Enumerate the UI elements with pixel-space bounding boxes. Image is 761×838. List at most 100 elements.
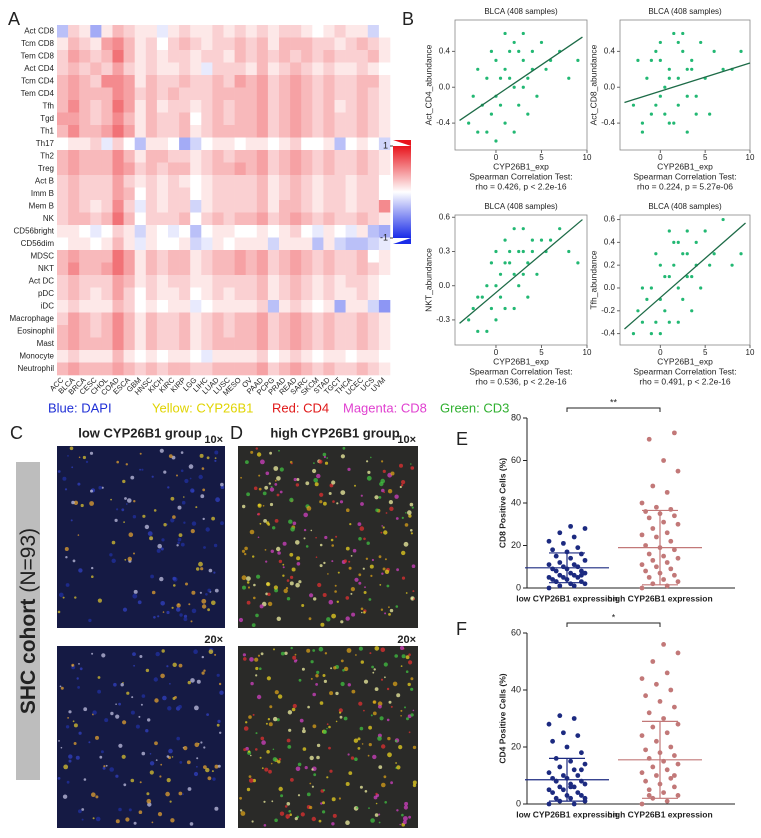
cell [277, 551, 281, 555]
magnification: 10× [204, 434, 223, 446]
point [703, 229, 707, 233]
cell [311, 768, 314, 771]
heat-cell [90, 175, 102, 188]
cell [286, 597, 291, 601]
cell [259, 756, 262, 759]
heat-cell [245, 325, 258, 338]
cell [302, 747, 307, 751]
cell [77, 482, 81, 486]
heat-cell [101, 75, 113, 88]
cell [133, 552, 135, 555]
heat-cell [378, 237, 391, 251]
heat-cell [223, 112, 235, 126]
cell [289, 581, 294, 586]
heat-cell [367, 87, 380, 101]
cell [290, 646, 293, 650]
cell [277, 694, 283, 699]
heat-cell [123, 187, 135, 201]
heat-cell [190, 212, 202, 226]
cell [179, 613, 183, 617]
heat-cell [223, 125, 235, 138]
dot [582, 761, 588, 767]
heat-cell [145, 300, 158, 313]
heat-cell [245, 237, 258, 251]
heat-cell [334, 350, 346, 363]
cell [350, 555, 353, 557]
dot [664, 583, 670, 589]
cell [157, 543, 162, 549]
heat-cell [245, 250, 258, 263]
cell [124, 558, 127, 561]
heat-cell [301, 100, 313, 113]
heat-cell [323, 237, 335, 251]
cell [295, 659, 298, 662]
cell [69, 446, 74, 451]
heat-cell [145, 25, 158, 38]
heat-cell [145, 125, 158, 138]
heat-cell [168, 300, 180, 313]
cell [154, 741, 158, 746]
cell [412, 745, 417, 750]
cell [374, 813, 379, 817]
heat-cell [79, 300, 91, 313]
dot [643, 509, 648, 514]
point [640, 320, 645, 324]
cell [399, 485, 402, 489]
cell [317, 582, 322, 588]
cell [305, 481, 310, 486]
cell [270, 549, 274, 553]
cell [313, 597, 317, 601]
heat-cell [312, 87, 324, 101]
heat-cell [156, 350, 169, 363]
stain-legend: Blue: DAPI [48, 400, 112, 415]
cell [405, 655, 410, 660]
cell [57, 777, 61, 780]
cell [63, 764, 69, 770]
heat-cell [290, 75, 302, 88]
heat-cell [101, 100, 113, 113]
cell [88, 618, 92, 623]
cell [301, 667, 305, 671]
heat-cell [323, 300, 335, 313]
heat-cell [57, 37, 69, 51]
cell [188, 464, 194, 469]
heat-cell [245, 62, 258, 76]
cell [214, 764, 219, 769]
cell [169, 683, 171, 685]
heat-cell [234, 162, 246, 176]
cell [363, 611, 366, 614]
cell [248, 775, 252, 778]
heat-cell [312, 250, 324, 263]
error-bar [549, 757, 585, 802]
cell [394, 494, 399, 499]
heat-cell [279, 325, 291, 338]
row-label: Eosinophil [17, 326, 54, 335]
heat-cell [345, 312, 357, 326]
heat-cell [234, 287, 246, 301]
cell [282, 563, 285, 566]
heat-cell [234, 225, 246, 238]
heat-cell [356, 312, 369, 326]
point [476, 329, 480, 333]
cell [386, 687, 390, 691]
dot [639, 770, 645, 776]
heat-cell [156, 162, 169, 176]
heat-cell [101, 312, 113, 326]
fit-line [624, 62, 751, 104]
dot [643, 747, 648, 753]
heat-cell [267, 287, 280, 301]
heat-cell [267, 162, 280, 176]
heat-cell [101, 362, 113, 376]
cell [380, 647, 386, 653]
heat-cell [345, 62, 357, 76]
heat-cell [123, 37, 135, 51]
point [530, 49, 534, 53]
heat-cell [134, 287, 147, 301]
heat-cell [212, 250, 224, 263]
point [471, 306, 475, 311]
dot [668, 775, 674, 781]
heat-cell [312, 212, 324, 226]
point [667, 76, 671, 80]
cell [185, 582, 188, 586]
row-label: iDC [41, 301, 55, 310]
